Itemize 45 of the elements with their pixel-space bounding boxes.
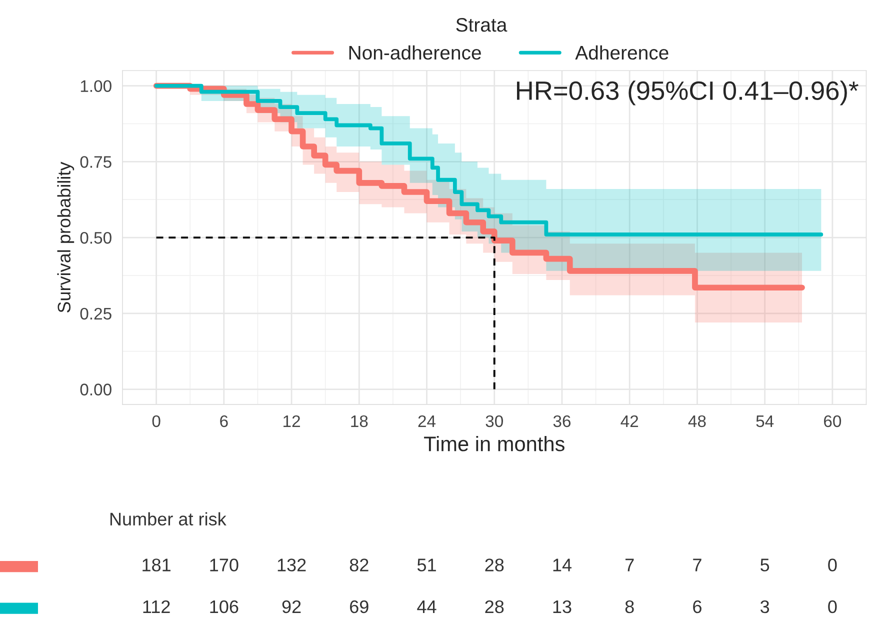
legend-title: Strata bbox=[456, 18, 508, 32]
y-tick-label: 0.00 bbox=[80, 384, 112, 396]
data-label: 69 bbox=[350, 600, 368, 614]
data-label: 3 bbox=[760, 600, 770, 614]
x-tick-label: 60 bbox=[824, 415, 842, 428]
data-label: 106 bbox=[210, 600, 238, 614]
data-label: 44 bbox=[417, 600, 436, 613]
legend-label: Non-adherence bbox=[349, 45, 481, 60]
data-label: 0 bbox=[828, 558, 837, 572]
x-tick-label: 6 bbox=[220, 415, 228, 428]
x-tick-label: 24 bbox=[418, 415, 436, 427]
data-label: 13 bbox=[553, 600, 572, 614]
data-label: 92 bbox=[282, 600, 301, 614]
data-label: 7 bbox=[626, 558, 634, 572]
data-label: 6 bbox=[693, 600, 702, 614]
legend-label: Adherence bbox=[575, 45, 668, 60]
data-label: 28 bbox=[485, 600, 504, 614]
data-label: 82 bbox=[350, 558, 368, 572]
y-axis-title: Survival probability bbox=[57, 162, 74, 312]
y-tick-label: 0.25 bbox=[80, 308, 112, 320]
x-tick-label: 30 bbox=[486, 415, 503, 428]
annotation: HR=0.63 (95%CI 0.41–0.96)* bbox=[517, 80, 858, 106]
data-label: 112 bbox=[143, 600, 170, 613]
x-tick-label: 36 bbox=[553, 415, 571, 428]
data-label: 132 bbox=[278, 558, 306, 572]
data-label: 170 bbox=[210, 558, 238, 572]
x-tick-label: 48 bbox=[688, 415, 706, 428]
x-tick-label: 18 bbox=[351, 415, 368, 428]
data-label: 51 bbox=[417, 558, 436, 572]
x-tick-label: 42 bbox=[620, 415, 638, 427]
data-label: 7 bbox=[693, 558, 702, 572]
y-tick-label: 1.00 bbox=[80, 80, 112, 92]
x-tick-label: 12 bbox=[284, 415, 300, 427]
data-label: 8 bbox=[625, 600, 634, 614]
x-tick-label: 54 bbox=[756, 415, 774, 428]
y-tick-label: 0.75 bbox=[80, 156, 112, 168]
y-tick-label: 0.50 bbox=[80, 232, 112, 244]
data-label: 181 bbox=[142, 558, 170, 572]
data-label: 0 bbox=[828, 600, 837, 614]
chart-title: Number at risk bbox=[110, 512, 226, 526]
data-label: 28 bbox=[485, 558, 504, 572]
x-axis-title: Time in months bbox=[424, 436, 564, 452]
data-label: 14 bbox=[553, 558, 572, 572]
x-tick-label: 0 bbox=[152, 415, 160, 428]
data-label: 5 bbox=[760, 558, 770, 572]
